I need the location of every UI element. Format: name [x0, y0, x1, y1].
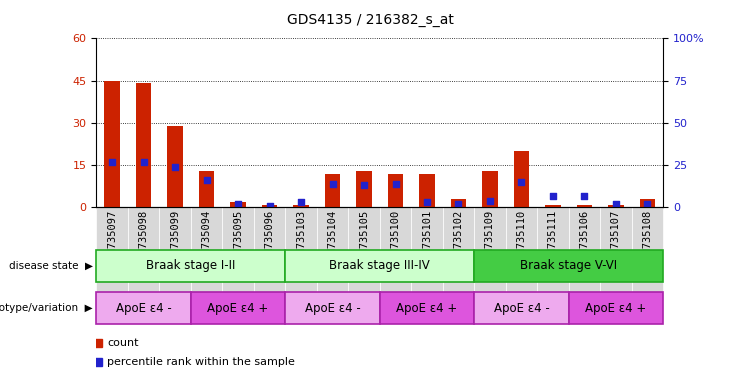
Point — [232, 201, 244, 207]
Text: ApoE ε4 +: ApoE ε4 + — [207, 302, 269, 314]
Text: ApoE ε4 -: ApoE ε4 - — [116, 302, 171, 314]
Bar — [639, 199, 655, 207]
Point — [579, 192, 591, 199]
Bar — [127, 207, 159, 300]
Point — [547, 192, 559, 199]
Bar — [443, 207, 474, 300]
Point — [610, 201, 622, 207]
Bar — [253, 207, 285, 300]
Text: ApoE ε4 -: ApoE ε4 - — [305, 302, 360, 314]
Bar — [159, 207, 191, 300]
Bar — [199, 171, 214, 207]
Bar — [316, 207, 348, 300]
Bar — [482, 171, 498, 207]
Text: ApoE ε4 +: ApoE ε4 + — [585, 302, 647, 314]
Point — [264, 203, 276, 209]
Bar — [293, 205, 309, 207]
Text: Braak stage V-VI: Braak stage V-VI — [520, 260, 617, 272]
Bar — [505, 207, 537, 300]
Bar — [104, 81, 120, 207]
Bar — [191, 207, 222, 300]
Bar — [262, 205, 277, 207]
Text: Braak stage III-IV: Braak stage III-IV — [330, 260, 430, 272]
Point — [390, 180, 402, 187]
Text: ApoE ε4 +: ApoE ε4 + — [396, 302, 458, 314]
Bar — [136, 83, 151, 207]
Bar — [576, 205, 592, 207]
Point — [138, 159, 150, 165]
Bar — [167, 126, 183, 207]
Bar — [379, 207, 411, 300]
Point — [642, 201, 654, 207]
Point — [516, 179, 528, 185]
Bar — [569, 207, 600, 300]
Point — [421, 199, 433, 205]
Bar — [222, 207, 253, 300]
Bar — [631, 207, 663, 300]
Bar — [325, 174, 340, 207]
Text: GDS4135 / 216382_s_at: GDS4135 / 216382_s_at — [287, 13, 454, 27]
Point — [327, 180, 339, 187]
Bar — [514, 151, 529, 207]
Text: ApoE ε4 -: ApoE ε4 - — [494, 302, 549, 314]
Bar — [285, 207, 317, 300]
Point — [453, 201, 465, 207]
Bar — [411, 207, 443, 300]
Text: percentile rank within the sample: percentile rank within the sample — [107, 357, 296, 367]
Point — [295, 199, 307, 205]
Bar — [545, 205, 561, 207]
Bar — [419, 174, 435, 207]
Text: disease state  ▶: disease state ▶ — [9, 261, 93, 271]
Bar — [608, 205, 624, 207]
Bar — [356, 171, 372, 207]
Bar — [451, 199, 466, 207]
Point — [484, 197, 496, 204]
Point — [169, 164, 181, 170]
Bar — [474, 207, 505, 300]
Bar — [388, 174, 403, 207]
Bar — [537, 207, 569, 300]
Bar — [230, 202, 246, 207]
Text: genotype/variation  ▶: genotype/variation ▶ — [0, 303, 93, 313]
Text: Braak stage I-II: Braak stage I-II — [146, 260, 236, 272]
Bar — [600, 207, 631, 300]
Point — [358, 182, 370, 189]
Point — [201, 177, 213, 184]
Bar — [96, 207, 127, 300]
Point — [106, 159, 118, 165]
Bar — [348, 207, 379, 300]
Text: count: count — [107, 338, 139, 348]
